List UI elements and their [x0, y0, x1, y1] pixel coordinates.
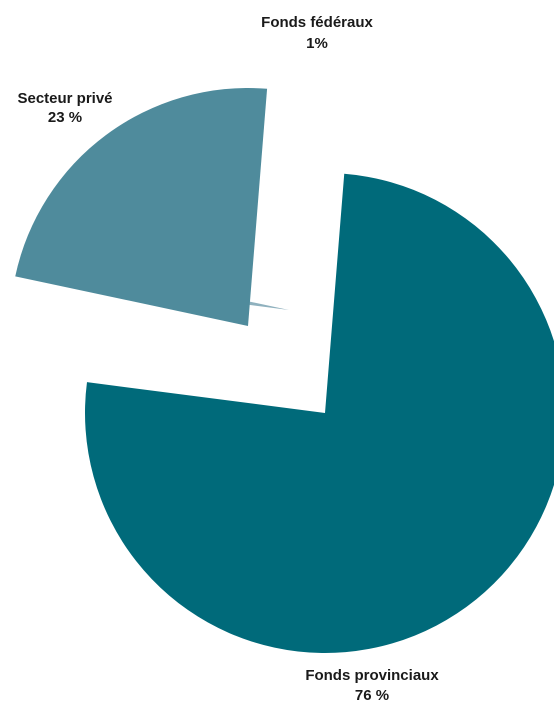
slice-value-federal: 1% [306, 35, 328, 52]
slice-private [15, 88, 268, 326]
slice-label-private: Secteur privé [17, 90, 112, 107]
slice-label-provincial: Fonds provinciaux [305, 667, 439, 684]
slice-value-provincial: 76 % [355, 687, 389, 704]
slice-provincial [85, 173, 554, 653]
slice-value-private: 23 % [48, 109, 82, 126]
slice-label-federal: Fonds fédéraux [261, 14, 373, 31]
pie-slices [15, 88, 554, 653]
